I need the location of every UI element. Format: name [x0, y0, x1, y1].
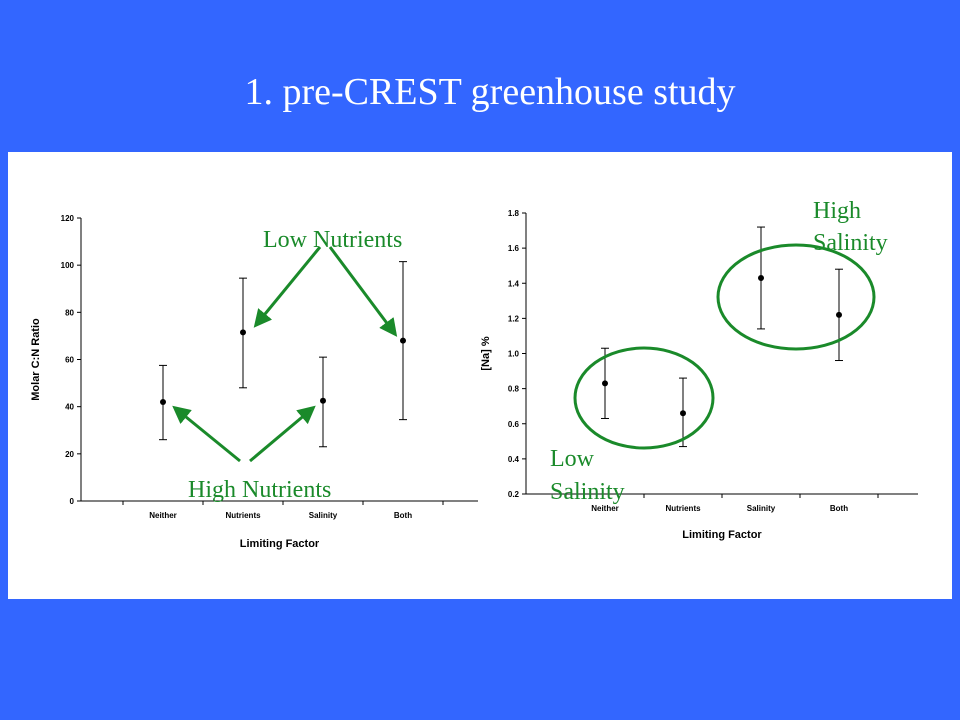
y-tick-label: 100 — [61, 261, 75, 270]
x-axis-title: Limiting Factor — [240, 538, 320, 550]
arrow-low-nutrients-left — [253, 246, 322, 328]
arrow-low-nutrients-right — [328, 246, 398, 337]
chart-panel: 0 20 40 60 80 100 120 Neither Nutrients Salinity B… — [8, 152, 952, 599]
y-tick-label: 1.8 — [508, 209, 520, 218]
y-tick-label: 40 — [65, 403, 74, 412]
y-tick-label: 80 — [65, 308, 74, 317]
high-salinity-ellipse — [716, 243, 876, 351]
data-point — [758, 274, 764, 281]
y-tick-label: 120 — [61, 214, 75, 223]
data-point — [160, 398, 166, 405]
high-nutrients-label: High Nutrients — [188, 477, 331, 503]
x-tick-label: Both — [830, 504, 848, 513]
y-tick-label: 1.4 — [508, 279, 520, 288]
x-tick-label: Neither — [591, 504, 619, 513]
y-tick-label: 0.8 — [508, 385, 520, 394]
data-point — [400, 337, 406, 344]
y-axis-title: [Na] % — [480, 336, 492, 370]
data-point — [602, 380, 608, 387]
x-tick-label: Nutrients — [225, 511, 261, 520]
y-tick-label: 1.2 — [508, 314, 520, 323]
arrow-high-nutrients-left — [172, 405, 241, 463]
y-tick-label: 0 — [70, 497, 75, 506]
x-tick-label: Both — [394, 511, 412, 520]
low-salinity-label: Low Salinity — [550, 446, 625, 505]
sodium-chart: 0.2 0.4 0.6 0.8 1.0 1.2 1.4 1.6 1.8 Neither Nutrie… — [480, 209, 918, 541]
high-salinity-label: High Salinity — [813, 198, 888, 256]
slide-title: 1. pre-CREST greenhouse study — [244, 71, 736, 113]
x-tick-label: Nutrients — [665, 504, 701, 513]
y-tick-label: 0.4 — [508, 455, 520, 464]
x-tick-label: Salinity — [309, 511, 338, 520]
y-tick-label: 20 — [65, 450, 74, 459]
data-point — [836, 311, 842, 318]
data-point — [320, 397, 326, 404]
y-tick-label: 1.0 — [508, 350, 520, 359]
low-salinity-ellipse — [573, 346, 715, 450]
x-axis-title: Limiting Factor — [682, 529, 762, 541]
y-axis-title: Molar C:N Ratio — [30, 318, 42, 401]
y-tick-label: 0.6 — [508, 420, 520, 429]
data-point — [680, 410, 686, 417]
y-tick-label: 1.6 — [508, 244, 520, 253]
arrow-high-nutrients-right — [249, 405, 316, 463]
charts-svg: 0 20 40 60 80 100 120 Neither Nutrients Salinity B… — [30, 198, 918, 550]
y-tick-label: 60 — [65, 356, 74, 365]
x-tick-label: Neither — [149, 511, 177, 520]
x-tick-label: Salinity — [747, 504, 776, 513]
cn-ratio-chart: 0 20 40 60 80 100 120 Neither Nutrients Salinity B… — [30, 214, 478, 550]
data-point — [240, 329, 246, 336]
y-tick-label: 0.2 — [508, 490, 520, 499]
